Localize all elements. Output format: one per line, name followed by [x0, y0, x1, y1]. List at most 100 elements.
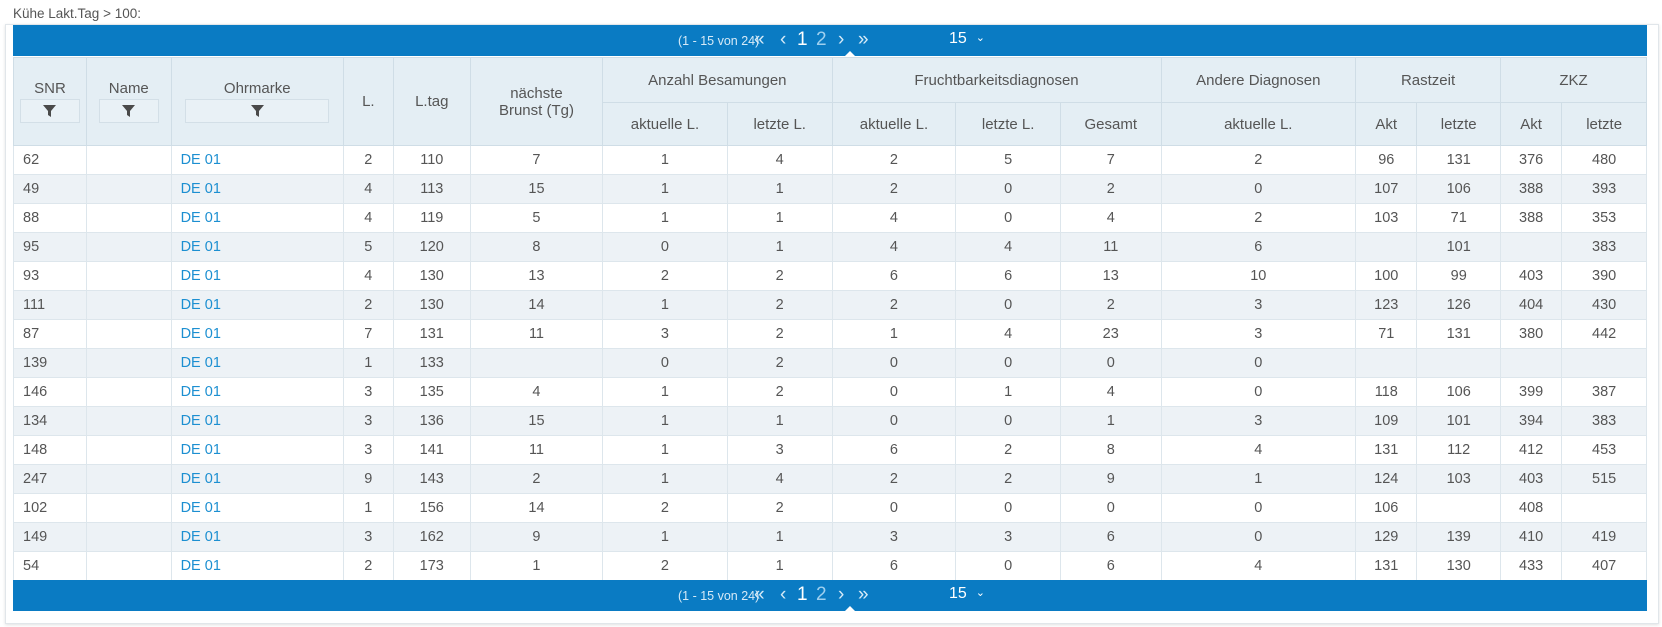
table-row: 62 DE 01 2 110 7 1 4 2 5 7 2 96 131 376 480 — [13, 145, 1647, 175]
cell-brunst: 5 — [469, 203, 604, 233]
cell-fd-gesamt: 11 — [1060, 232, 1162, 262]
pager-top: (1 - 15 von 24) « ‹ 1 2 › » 15 ⌄ — [13, 25, 1647, 57]
cell-snr: 139 — [13, 348, 87, 378]
cell-zkz-letzte: 515 — [1561, 464, 1647, 494]
column-header-name[interactable]: Name — [85, 57, 172, 146]
cell-ad-aktuelle: 0 — [1160, 348, 1357, 378]
ohrmarke-link[interactable]: DE 01 — [180, 442, 221, 458]
cell-rast-akt: 131 — [1355, 551, 1418, 581]
column-header-ohrmarke[interactable]: Ohrmarke — [170, 57, 344, 146]
prev-page-button[interactable]: ‹ — [780, 29, 787, 50]
ohrmarke-link[interactable]: DE 01 — [180, 471, 221, 487]
next-page-button[interactable]: › — [838, 29, 845, 50]
first-page-button[interactable]: « — [754, 29, 765, 50]
ohrmarke-link[interactable]: DE 01 — [180, 558, 221, 574]
cell-ltag: 162 — [392, 522, 471, 552]
cell-fd-gesamt: 2 — [1060, 290, 1162, 320]
cell-brunst: 11 — [469, 319, 604, 349]
page-1-button[interactable]: 1 — [797, 584, 808, 605]
cell-bes-aktuelle: 1 — [602, 290, 728, 320]
table-row: 93 DE 01 4 130 13 2 2 6 6 13 10 100 99 403 390 — [13, 261, 1647, 291]
ohrmarke-link[interactable]: DE 01 — [180, 355, 221, 371]
column-header-brunst[interactable]: nächste Brunst (Tg) — [469, 57, 604, 146]
cell-bes-letzte: 1 — [726, 174, 833, 204]
cell-bes-letzte: 1 — [726, 551, 833, 581]
cell-ohrmarke: DE 01 — [170, 493, 344, 523]
ohrmarke-link[interactable]: DE 01 — [180, 239, 221, 255]
cell-fd-aktuelle: 2 — [831, 174, 957, 204]
ohrmarke-link[interactable]: DE 01 — [180, 529, 221, 545]
active-page-caret — [844, 606, 856, 612]
cell-l: 7 — [342, 319, 394, 349]
filter-icon[interactable] — [19, 99, 80, 123]
column-header-ad-aktuelle[interactable]: aktuelle L. — [1160, 102, 1357, 146]
cell-l: 1 — [342, 493, 394, 523]
cell-fd-aktuelle: 0 — [831, 377, 957, 407]
cell-bes-letzte: 2 — [726, 493, 833, 523]
cell-l: 5 — [342, 232, 394, 262]
cell-fd-gesamt: 8 — [1060, 435, 1162, 465]
ohrmarke-link[interactable]: DE 01 — [180, 268, 221, 284]
column-header-zkz-akt[interactable]: Akt — [1499, 102, 1563, 146]
page-size-value: 15 — [949, 585, 967, 602]
cell-zkz-akt — [1499, 232, 1563, 262]
prev-page-button[interactable]: ‹ — [780, 584, 787, 605]
column-header-rast-letzte[interactable]: letzte — [1416, 102, 1501, 146]
cell-bes-aktuelle: 1 — [602, 174, 728, 204]
cell-ad-aktuelle: 4 — [1160, 435, 1357, 465]
chevron-down-icon: ⌄ — [975, 32, 986, 44]
ohrmarke-link[interactable]: DE 01 — [180, 500, 221, 516]
first-page-button[interactable]: « — [754, 584, 765, 605]
column-header-zkz-letzte[interactable]: letzte — [1561, 102, 1647, 146]
cell-fd-letzte: 1 — [955, 377, 1061, 407]
cell-rast-letzte: 126 — [1416, 290, 1501, 320]
filter-icon[interactable] — [185, 99, 330, 123]
cell-bes-aktuelle: 3 — [602, 319, 728, 349]
column-header-rast-akt[interactable]: Akt — [1355, 102, 1418, 146]
ohrmarke-link[interactable]: DE 01 — [180, 210, 221, 226]
cell-zkz-letzte: 353 — [1561, 203, 1647, 233]
cell-bes-letzte: 4 — [726, 464, 833, 494]
column-header-bes-aktuelle[interactable]: aktuelle L. — [602, 102, 728, 146]
cell-l: 3 — [342, 522, 394, 552]
cell-rast-letzte: 101 — [1416, 406, 1501, 436]
ohrmarke-link[interactable]: DE 01 — [180, 326, 221, 342]
column-header-snr[interactable]: SNR — [13, 57, 87, 146]
filter-icon[interactable] — [98, 99, 159, 123]
cell-bes-aktuelle: 1 — [602, 203, 728, 233]
cell-bes-aktuelle: 1 — [602, 522, 728, 552]
next-page-button[interactable]: › — [838, 584, 845, 605]
page-size-select[interactable]: 15 ⌄ — [949, 585, 985, 603]
cell-ltag: 110 — [392, 145, 471, 175]
cell-snr: 93 — [13, 261, 87, 291]
ohrmarke-link[interactable]: DE 01 — [180, 384, 221, 400]
cell-bes-aktuelle: 1 — [602, 377, 728, 407]
page-2-button[interactable]: 2 — [816, 584, 827, 605]
page-2-button[interactable]: 2 — [816, 29, 827, 50]
cell-snr: 146 — [13, 377, 87, 407]
ohrmarke-link[interactable]: DE 01 — [180, 152, 221, 168]
page-1-button[interactable]: 1 — [797, 29, 808, 50]
cell-brunst: 4 — [469, 377, 604, 407]
column-header-fd-gesamt[interactable]: Gesamt — [1060, 102, 1162, 146]
cell-name — [85, 493, 172, 523]
column-header-fd-letzte[interactable]: letzte L. — [955, 102, 1061, 146]
last-page-button[interactable]: » — [858, 29, 869, 50]
pager-info: (1 - 15 von 24) — [678, 589, 760, 603]
cell-zkz-letzte: 390 — [1561, 261, 1647, 291]
ohrmarke-link[interactable]: DE 01 — [180, 413, 221, 429]
ohrmarke-link[interactable]: DE 01 — [180, 181, 221, 197]
cell-name — [85, 145, 172, 175]
page-size-select[interactable]: 15 ⌄ — [949, 30, 985, 48]
last-page-button[interactable]: » — [858, 584, 869, 605]
cell-fd-aktuelle: 0 — [831, 348, 957, 378]
column-header-ltag[interactable]: L.tag — [392, 57, 471, 146]
column-header-fd-aktuelle[interactable]: aktuelle L. — [831, 102, 957, 146]
cell-bes-letzte: 1 — [726, 522, 833, 552]
ohrmarke-link[interactable]: DE 01 — [180, 297, 221, 313]
cell-l: 3 — [342, 406, 394, 436]
column-header-l[interactable]: L. — [342, 57, 394, 146]
cell-fd-gesamt: 6 — [1060, 522, 1162, 552]
column-header-bes-letzte[interactable]: letzte L. — [726, 102, 833, 146]
cell-ad-aktuelle: 2 — [1160, 145, 1357, 175]
